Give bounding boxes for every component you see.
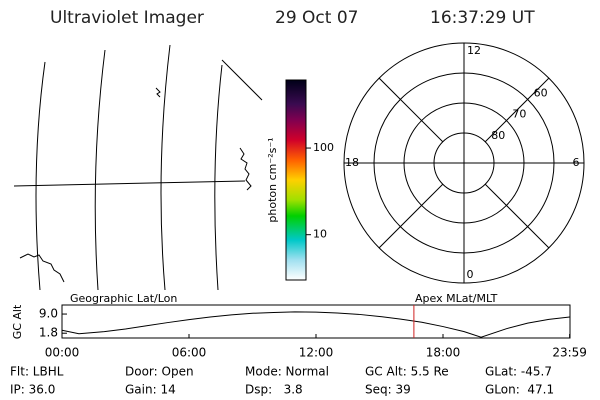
mlt-label: 6 [573,156,580,169]
altitude-line [61,311,570,338]
panel-label: Geographic Lat/Lon [70,292,177,305]
footer-field: Seq: 39 [365,383,411,397]
footer-field: Dsp: 3.8 [245,383,303,397]
y-tick-label: 9.0 [39,307,58,321]
mlt-label: 12 [467,44,481,57]
panel-label: Apex MLat/MLT [415,292,498,305]
polar-plot [343,42,585,284]
footer-field: Mode: Normal [245,365,329,379]
x-tick-label: 18:00 [426,346,461,360]
lat-label: 80 [491,129,505,142]
footer-field: Door: Open [125,365,194,379]
geo-map [13,44,263,291]
colorbar-label: photon cm⁻²s⁻¹ [266,137,279,222]
footer-field: IP: 36.0 [10,383,55,397]
footer-field: GLat: -45.7 [485,365,552,379]
date: 29 Oct 07 [275,8,358,28]
x-tick-label: 12:00 [299,346,334,360]
footer-field: Gain: 14 [125,383,176,397]
lat-label: 70 [512,108,526,121]
y-tick-label: 1.8 [39,326,58,340]
x-tick-label: 23:59 [552,346,587,360]
footer-field: GLon: 47.1 [485,383,554,397]
mlt-label: 18 [345,156,359,169]
x-tick-label: 06:00 [172,346,207,360]
footer-field: GC Alt: 5.5 Re [365,365,449,379]
colorbar [285,79,307,281]
y-axis-label: GC Alt [11,304,24,339]
footer-field: Flt: LBHL [10,365,64,379]
lat-label: 60 [534,86,548,99]
colorbar-tick-label: 100 [313,141,334,154]
colorbar-tick-label: 10 [313,228,327,241]
title: Ultraviolet Imager [50,8,204,28]
time: 16:37:29 UT [430,8,535,28]
mlt-label: 0 [467,268,474,281]
x-tick-label: 00:00 [45,346,80,360]
